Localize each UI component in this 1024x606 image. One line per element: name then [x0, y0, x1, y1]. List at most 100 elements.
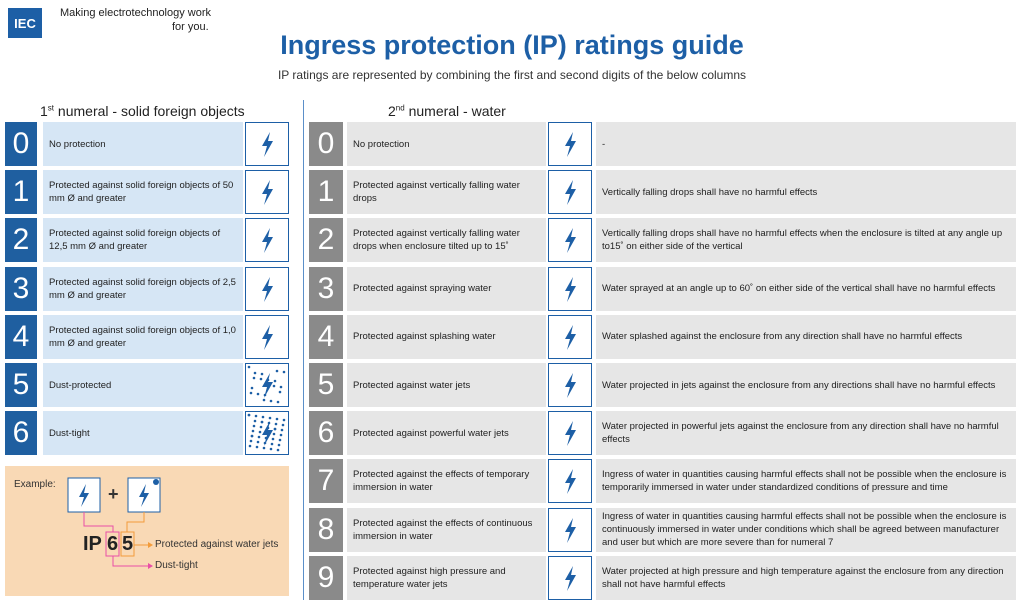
description: Protected against water jets — [347, 363, 546, 407]
icon — [245, 218, 289, 263]
example-box: Example: + IP 6 5 Protected against wate… — [5, 466, 289, 596]
dot — [258, 430, 262, 434]
icon — [548, 266, 592, 311]
detail: Water projected in jets against the encl… — [596, 363, 1016, 407]
dot — [275, 417, 279, 421]
column-heading: 2nd numeral - water — [388, 103, 506, 119]
detail: Water projected in powerful jets against… — [596, 411, 1016, 456]
heading-number: 1 — [40, 103, 48, 119]
dot — [253, 371, 257, 375]
example-label: Example: — [14, 479, 56, 490]
icon-box — [245, 266, 289, 311]
bolt — [565, 421, 576, 447]
icon — [548, 314, 592, 359]
heading-ordinal: nd — [395, 103, 405, 113]
nozzle — [153, 479, 159, 485]
dot — [281, 423, 285, 427]
dot — [269, 399, 273, 403]
detail: Ingress of water in quantities causing h… — [596, 507, 1016, 552]
dot — [280, 428, 284, 432]
description: No protection — [347, 122, 546, 166]
dot — [274, 422, 278, 426]
bolt — [565, 180, 576, 206]
bolt — [262, 373, 273, 398]
heading-text: numeral - solid foreign objects — [54, 103, 245, 119]
icon — [548, 363, 592, 407]
description: Dust-protected — [43, 363, 243, 407]
dot — [269, 447, 273, 451]
dot — [252, 376, 256, 380]
description: Protected against the effects of continu… — [347, 507, 546, 552]
description: Protected against solid foreign objects … — [43, 218, 243, 263]
dot — [277, 443, 281, 447]
icon — [548, 507, 592, 552]
description: Protected against powerful water jets — [347, 411, 546, 456]
description: Protected against solid foreign objects … — [43, 266, 243, 311]
dot — [259, 425, 263, 429]
dot — [272, 432, 276, 436]
bolt — [565, 276, 576, 302]
numeral: 1 — [309, 170, 343, 215]
description: Protected against spraying water — [347, 266, 546, 311]
icon — [548, 122, 592, 166]
dot — [278, 438, 282, 442]
bolt — [262, 180, 273, 206]
description: Protected against the effects of tempora… — [347, 459, 546, 504]
bolt — [565, 565, 576, 591]
description: Protected against vertically falling wat… — [347, 218, 546, 263]
icon — [245, 122, 289, 166]
dot — [247, 365, 251, 369]
dot — [254, 414, 258, 418]
bolt — [565, 517, 576, 543]
dot — [249, 391, 253, 395]
numeral: 3 — [5, 266, 37, 311]
description: Protected against vertically falling wat… — [347, 170, 546, 215]
icon — [548, 555, 592, 600]
dot — [261, 415, 265, 419]
divider — [303, 100, 304, 600]
icon — [245, 363, 289, 407]
dot — [272, 384, 276, 388]
digit-frame — [120, 531, 135, 557]
bolt — [565, 373, 576, 398]
bolt — [79, 484, 89, 507]
dot — [282, 370, 286, 374]
subtitle: IP ratings are represented by combining … — [277, 68, 747, 82]
bolt — [565, 469, 576, 495]
dot — [252, 424, 256, 428]
arrow — [112, 556, 148, 567]
numeral: 9 — [309, 555, 343, 600]
description: Protected against solid foreign objects … — [43, 314, 243, 359]
meaning: Dust-tight — [155, 560, 198, 571]
second-digit: 5 — [122, 533, 134, 555]
slogan: for you. — [172, 21, 209, 33]
bolt — [262, 228, 273, 254]
dot — [273, 379, 277, 383]
dot — [278, 390, 282, 394]
dot — [257, 435, 261, 439]
detail: Vertically falling drops shall have no h… — [596, 218, 1016, 263]
description: No protection — [43, 122, 243, 166]
numeral: 2 — [309, 218, 343, 263]
dot — [255, 445, 259, 449]
icon — [245, 266, 289, 311]
connector — [83, 512, 114, 532]
dot — [259, 377, 263, 381]
plus: + — [108, 484, 119, 504]
bolt — [565, 324, 576, 350]
icon — [548, 411, 592, 456]
dot — [279, 385, 283, 389]
numeral: 4 — [309, 314, 343, 359]
detail: - — [596, 122, 1016, 166]
dot — [276, 400, 280, 404]
detail: Vertically falling drops shall have no h… — [596, 170, 1016, 215]
dot — [251, 429, 255, 433]
bolt — [262, 421, 273, 447]
bolt — [262, 324, 273, 350]
heading-ordinal: st — [47, 103, 55, 113]
detail: Water sprayed at an angle up to 60˚ on e… — [596, 266, 1016, 311]
bolt — [565, 132, 576, 157]
icon-box — [548, 459, 592, 504]
numeral: 5 — [5, 363, 37, 407]
